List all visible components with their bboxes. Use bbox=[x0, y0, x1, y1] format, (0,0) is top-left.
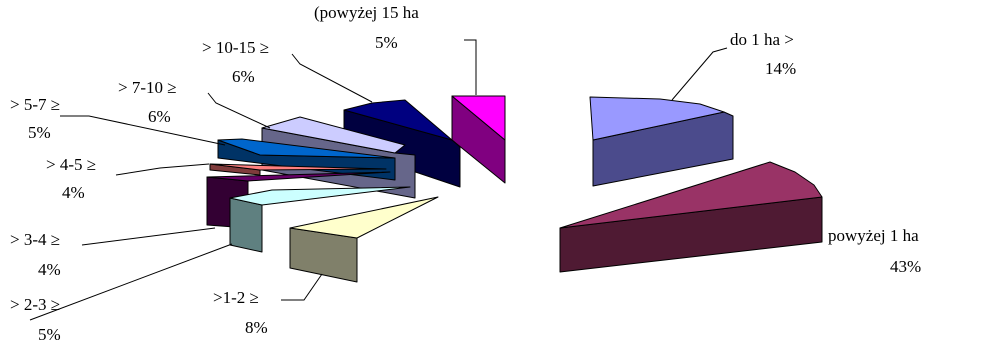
slice-category-label: >1-2 ≥ bbox=[213, 288, 259, 307]
slice-top-face bbox=[217, 138, 396, 159]
pie-slice-10 bbox=[451, 95, 506, 184]
leader-line bbox=[60, 115, 226, 146]
pie-slice-7 bbox=[217, 138, 396, 181]
leader-line bbox=[207, 92, 271, 129]
slice-percent-label: 6% bbox=[232, 67, 255, 86]
slice-percent-label: 5% bbox=[38, 325, 61, 343]
slice-percent-label: 4% bbox=[38, 260, 61, 279]
leader-lines bbox=[29, 39, 728, 321]
slice-category-label: > 7-10 ≥ bbox=[118, 78, 177, 97]
pie-slices bbox=[206, 95, 823, 283]
pie-slice-2 bbox=[559, 161, 823, 273]
slice-category-label: > 2-3 ≥ bbox=[10, 295, 60, 314]
slice-percent-label: 5% bbox=[375, 33, 398, 52]
leader-line bbox=[281, 273, 323, 301]
slice-category-label: > 3-4 ≥ bbox=[10, 230, 60, 249]
leader-line bbox=[291, 53, 373, 103]
slice-percent-label: 14% bbox=[765, 59, 796, 78]
slice-percent-label: 5% bbox=[28, 123, 51, 142]
slice-labels: do 1 ha > 14% powyżej 1 ha 43% >1-2 ≥ 8% > 2-3… bbox=[10, 3, 921, 343]
slice-category-label: > 10-15 ≥ bbox=[202, 38, 269, 57]
slice-category-label: powyżej 1 ha bbox=[828, 226, 919, 245]
slice-percent-label: 43% bbox=[890, 257, 921, 276]
leader-line bbox=[81, 227, 216, 246]
leader-line bbox=[464, 39, 477, 95]
pie-slice-3 bbox=[289, 196, 439, 283]
slice-top-face bbox=[229, 186, 411, 206]
leader-line bbox=[115, 163, 210, 176]
slice-top-face bbox=[559, 161, 823, 229]
slice-category-label: do 1 ha > bbox=[730, 30, 794, 49]
slice-top-face bbox=[209, 163, 387, 171]
leader-line bbox=[29, 243, 233, 321]
slice-top-face bbox=[589, 96, 725, 141]
slice-category-label: (powyżej 15 ha bbox=[314, 3, 419, 22]
slice-top-face bbox=[289, 196, 439, 239]
slice-category-label: > 5-7 ≥ bbox=[10, 95, 60, 114]
pie-slice-6 bbox=[209, 163, 387, 176]
slice-percent-label: 4% bbox=[62, 183, 85, 202]
leader-line bbox=[671, 47, 728, 101]
pie-slice-1 bbox=[589, 96, 734, 187]
slice-percent-label: 8% bbox=[245, 318, 268, 337]
slice-top-face bbox=[206, 171, 391, 182]
slice-category-label: > 4-5 ≥ bbox=[46, 155, 96, 174]
slice-side-face bbox=[229, 197, 263, 253]
pie-slice-4 bbox=[229, 186, 411, 253]
slice-top-face bbox=[343, 99, 453, 141]
slice-top-face bbox=[261, 116, 406, 154]
slice-top-face bbox=[451, 95, 506, 141]
slice-percent-label: 6% bbox=[148, 107, 171, 126]
